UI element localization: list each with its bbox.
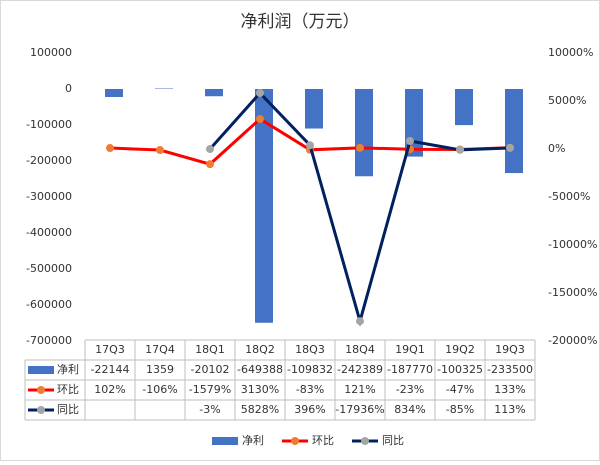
legend-label: 净利 bbox=[242, 433, 264, 447]
table-key bbox=[28, 366, 54, 374]
table-cell: -187770 bbox=[387, 363, 433, 376]
marker bbox=[356, 144, 364, 152]
table-cell: 1359 bbox=[146, 363, 174, 376]
table-cell: -17936% bbox=[335, 403, 384, 416]
y-tick-label: -500000 bbox=[26, 262, 72, 275]
marker bbox=[306, 141, 314, 149]
y-tick-label: -400000 bbox=[26, 226, 72, 239]
y-tick-label: -600000 bbox=[26, 298, 72, 311]
bar bbox=[305, 89, 323, 129]
table-row-header: 环比 bbox=[57, 383, 79, 396]
table-row-header: 同比 bbox=[57, 403, 79, 416]
x-tick-label: 19Q1 bbox=[395, 343, 425, 356]
x-tick-label: 18Q3 bbox=[295, 343, 325, 356]
marker bbox=[106, 144, 114, 152]
marker bbox=[206, 145, 214, 153]
y2-tick-label: -10000% bbox=[548, 238, 597, 251]
y2-tick-label: -5000% bbox=[548, 190, 590, 203]
table-cell: -20102 bbox=[191, 363, 230, 376]
y-tick-label: 0 bbox=[65, 82, 72, 95]
marker bbox=[256, 115, 264, 123]
y2-tick-label: -15000% bbox=[548, 286, 597, 299]
marker bbox=[256, 89, 264, 97]
y-tick-label: -300000 bbox=[26, 190, 72, 203]
x-tick-label: 18Q1 bbox=[195, 343, 225, 356]
marker bbox=[406, 137, 414, 145]
table-cell: 113% bbox=[494, 403, 525, 416]
table-cell: 396% bbox=[294, 403, 325, 416]
table-cell: 5828% bbox=[241, 403, 279, 416]
marker bbox=[156, 146, 164, 154]
y-tick-label: -100000 bbox=[26, 118, 72, 131]
chart-title: 净利润（万元） bbox=[241, 12, 360, 32]
table-cell: -109832 bbox=[287, 363, 333, 376]
table-cell: -100325 bbox=[437, 363, 483, 376]
legend-key bbox=[291, 437, 299, 445]
table-cell: -83% bbox=[296, 383, 324, 396]
table-cell: -47% bbox=[446, 383, 474, 396]
table-cell: 834% bbox=[394, 403, 425, 416]
table-cell: -242389 bbox=[337, 363, 383, 376]
legend-key bbox=[361, 437, 369, 445]
marker bbox=[506, 144, 514, 152]
x-tick-label: 19Q3 bbox=[495, 343, 525, 356]
bar bbox=[505, 89, 523, 173]
table-cell: 102% bbox=[94, 383, 125, 396]
marker bbox=[456, 146, 464, 154]
marker bbox=[206, 160, 214, 168]
table-cell: 3130% bbox=[241, 383, 279, 396]
table-cell: -22144 bbox=[91, 363, 130, 376]
table-cell: -649388 bbox=[237, 363, 283, 376]
bar bbox=[205, 89, 223, 96]
table-cell: -1579% bbox=[189, 383, 231, 396]
legend-label: 同比 bbox=[382, 434, 404, 447]
bar bbox=[455, 89, 473, 125]
legend-key bbox=[212, 437, 238, 445]
table-cell: 133% bbox=[494, 383, 525, 396]
y-tick-label: -200000 bbox=[26, 154, 72, 167]
y-tick-label: -700000 bbox=[26, 334, 72, 347]
table-cell: -23% bbox=[396, 383, 424, 396]
y2-tick-label: 0% bbox=[548, 142, 565, 155]
table-key bbox=[37, 386, 45, 394]
table-cell: 121% bbox=[344, 383, 375, 396]
y-tick-label: 100000 bbox=[30, 46, 72, 59]
table-cell: -106% bbox=[142, 383, 177, 396]
x-tick-label: 18Q2 bbox=[245, 343, 275, 356]
y2-tick-label: -20000% bbox=[548, 334, 597, 347]
table-row-header: 净利 bbox=[57, 362, 79, 376]
x-tick-label: 17Q3 bbox=[95, 343, 125, 356]
y2-tick-label: 5000% bbox=[548, 94, 586, 107]
marker bbox=[356, 317, 364, 325]
x-tick-label: 19Q2 bbox=[445, 343, 475, 356]
table-cell: -3% bbox=[199, 403, 220, 416]
y2-tick-label: 10000% bbox=[548, 46, 593, 59]
table-cell: -233500 bbox=[487, 363, 533, 376]
x-tick-label: 17Q4 bbox=[145, 343, 175, 356]
table-cell: -85% bbox=[446, 403, 474, 416]
x-tick-label: 18Q4 bbox=[345, 343, 375, 356]
table-key bbox=[37, 406, 45, 414]
bar bbox=[355, 89, 373, 176]
legend-label: 环比 bbox=[312, 434, 334, 447]
bar bbox=[105, 89, 123, 97]
